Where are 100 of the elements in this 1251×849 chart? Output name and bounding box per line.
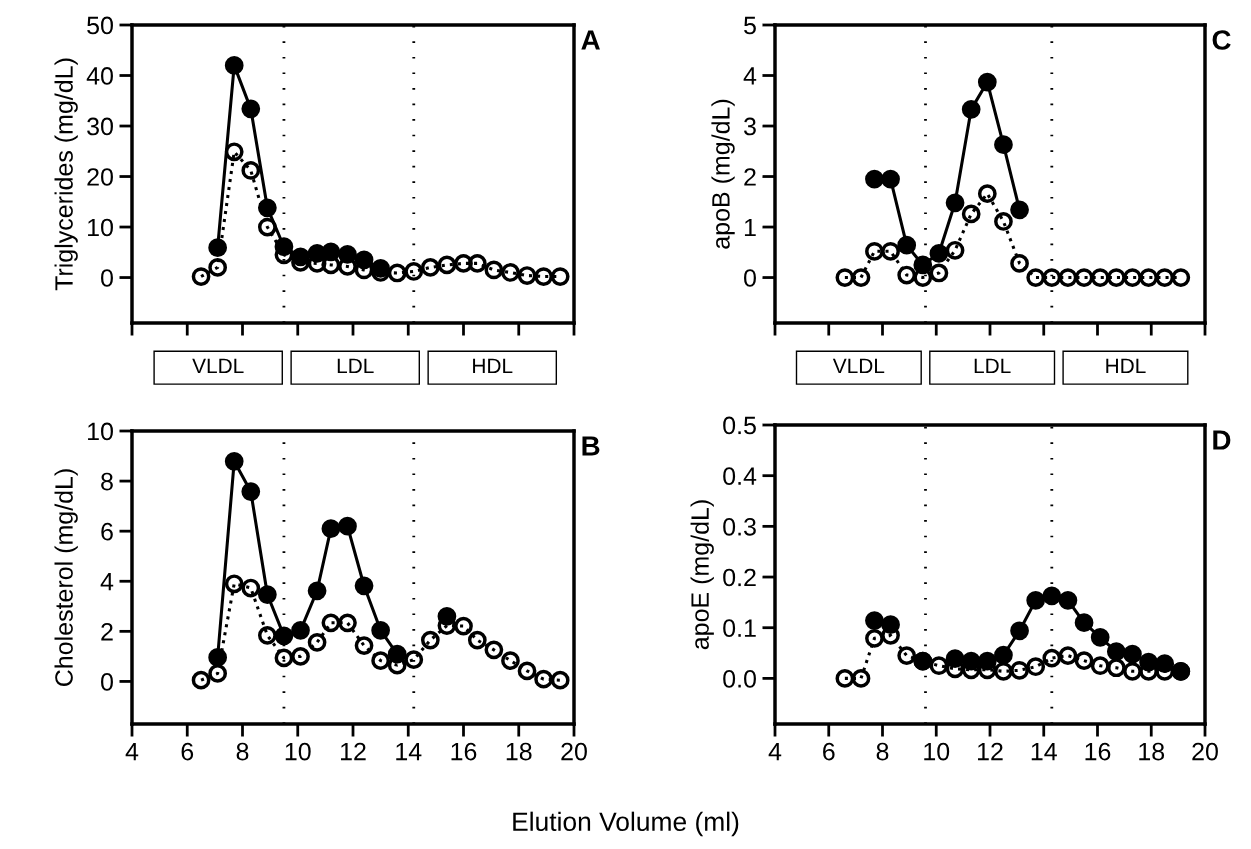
point: [1010, 200, 1029, 220]
y-tick-label: 30: [87, 117, 113, 136]
point: [1010, 254, 1029, 273]
x-tick-label: 14: [396, 742, 422, 761]
y-tick-label: 8: [101, 472, 113, 491]
y-axis-title: apoE (mg/dL): [690, 500, 714, 650]
x-tick-label: 6: [181, 742, 194, 761]
point: [257, 585, 277, 604]
point: [945, 240, 965, 260]
y-tick-label: 0.2: [723, 568, 756, 587]
point: [454, 254, 473, 273]
point: [241, 161, 261, 180]
point: [1058, 646, 1078, 665]
point: [929, 263, 949, 283]
point: [208, 664, 228, 683]
point: [404, 650, 424, 670]
point: [534, 669, 553, 689]
point: [420, 630, 440, 650]
point: [257, 625, 277, 645]
point: [517, 661, 537, 681]
x-tick-label: 10: [285, 742, 311, 761]
y-axis-title: apoB (mg/dL): [711, 99, 735, 249]
x-tick-label: 20: [1192, 742, 1218, 761]
point: [1106, 642, 1126, 661]
point: [291, 620, 310, 640]
point: [321, 519, 341, 539]
point: [1058, 268, 1078, 287]
text: D: [1213, 430, 1231, 450]
point: [1058, 590, 1078, 610]
x-tick-label: 6: [823, 742, 835, 761]
point: [208, 238, 228, 258]
text: VLDL: [832, 358, 885, 374]
point: [224, 56, 244, 75]
point: [977, 72, 997, 92]
y-tick-label: 0.3: [723, 517, 756, 536]
point: [484, 260, 504, 280]
y-axis-title: Triglycerides (mg/dL): [54, 58, 78, 291]
x-axis-title: Elution Volume (ml): [513, 811, 739, 837]
x-tick-label: 14: [1031, 742, 1057, 761]
text: HDL: [1106, 358, 1146, 374]
text: HDL: [473, 358, 513, 374]
point: [467, 630, 487, 650]
y-tick-label: 0.4: [723, 467, 757, 485]
point: [371, 651, 390, 671]
point: [307, 632, 327, 652]
point: [321, 613, 341, 633]
point: [517, 266, 537, 285]
x-tick-label: 4: [125, 742, 139, 761]
point: [484, 640, 504, 660]
y-tick-label: 5: [744, 16, 756, 35]
y-tick-label: 0: [101, 673, 113, 691]
point: [191, 670, 211, 690]
point: [1090, 656, 1110, 676]
point: [291, 647, 310, 666]
x-tick-label: 16: [451, 742, 477, 761]
point: [1106, 658, 1126, 678]
y-tick-label: 2: [101, 622, 113, 641]
point: [881, 169, 900, 189]
y-tick-label: 2: [744, 168, 756, 186]
y-tick-label: 0: [744, 269, 756, 287]
point: [1123, 661, 1142, 681]
point: [550, 267, 570, 286]
point: [865, 169, 884, 189]
point: [1010, 621, 1029, 641]
point: [224, 142, 244, 162]
point: [1090, 268, 1110, 287]
y-tick-label: 0.1: [723, 619, 756, 638]
x-tick-label: 18: [506, 742, 532, 761]
point: [387, 263, 407, 283]
point: [994, 645, 1013, 665]
point: [994, 135, 1013, 155]
point: [865, 241, 884, 261]
point: [1042, 648, 1062, 668]
y-tick-label: 10: [88, 218, 113, 237]
x-tick-label: 8: [876, 742, 889, 761]
point: [257, 198, 277, 218]
point: [420, 258, 440, 277]
x-tick-label: 18: [1139, 742, 1165, 761]
point: [1074, 651, 1094, 671]
point: [208, 648, 228, 667]
point: [929, 243, 949, 263]
point: [961, 99, 981, 119]
x-tick-label: 16: [1085, 742, 1111, 761]
point: [224, 451, 244, 471]
point: [994, 212, 1013, 231]
point: [1106, 268, 1126, 287]
point: [1123, 268, 1142, 287]
text: C: [1212, 30, 1231, 50]
y-tick-label: 6: [101, 522, 113, 541]
point: [929, 656, 949, 676]
y-tick-label: 0.5: [723, 416, 756, 435]
x-tick-label: 12: [341, 742, 366, 761]
point: [1026, 268, 1046, 287]
x-tick-label: 8: [236, 742, 249, 761]
point: [1042, 268, 1062, 287]
point: [257, 217, 277, 237]
point: [501, 263, 520, 282]
point: [913, 268, 933, 287]
point: [371, 620, 390, 640]
y-tick-label: 1: [744, 218, 756, 237]
